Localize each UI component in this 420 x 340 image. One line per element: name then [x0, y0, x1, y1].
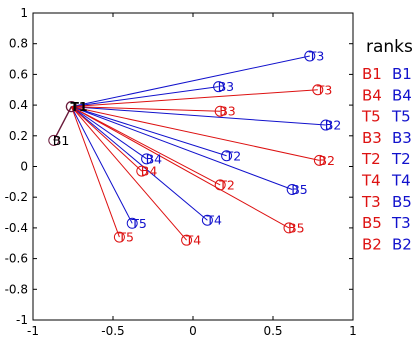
point-label: T5 — [117, 230, 134, 245]
data-point — [126, 217, 138, 229]
series-line — [71, 106, 221, 112]
data-point — [313, 154, 325, 166]
point-label: T4 — [205, 213, 222, 228]
point-label: B4 — [146, 151, 163, 166]
data-point — [136, 165, 148, 177]
x-tick-label: 0.5 — [263, 324, 282, 338]
series-line — [71, 106, 208, 221]
series-line — [71, 106, 221, 186]
rank-red: T2 — [361, 150, 381, 168]
series-line — [71, 106, 326, 126]
point-label: T2 — [218, 177, 235, 192]
series-line — [71, 86, 219, 108]
data-point — [214, 179, 226, 191]
point-label: B3 — [218, 79, 235, 94]
rank-blue: B3 — [392, 129, 412, 147]
x-tick-label: 0 — [189, 324, 197, 338]
x-tick-label: 1 — [349, 324, 357, 338]
point-label: B3 — [219, 104, 236, 119]
point-label: B5 — [291, 182, 308, 197]
lines-layer — [53, 55, 326, 241]
rank-blue: T4 — [391, 172, 411, 190]
data-point — [221, 150, 233, 162]
y-tick-label: 1 — [20, 6, 28, 20]
y-tick-label: 0.8 — [9, 37, 28, 51]
rank-blue: T2 — [391, 150, 411, 168]
series-line — [71, 106, 147, 160]
ranks-legend: ranks B1 B4 T5 B3 T2 T4 T3 B5 B2 B1 B4 T5 B3 T2 T4 B5 T3 B… — [361, 37, 413, 253]
x-tick-label: -0.5 — [101, 324, 124, 338]
data-point — [141, 153, 153, 165]
series-line — [71, 106, 290, 229]
rank-red: B4 — [362, 86, 382, 104]
data-point — [304, 50, 316, 62]
rank-red: B1 — [362, 65, 382, 83]
series-line — [71, 89, 318, 108]
series-line — [71, 106, 227, 157]
y-tick-label: -1 — [16, 313, 28, 327]
plot-frame — [32, 12, 354, 321]
rank-blue: B4 — [392, 86, 412, 104]
ranks-title: ranks — [366, 37, 413, 57]
series-line — [70, 106, 120, 238]
rank-blue: B1 — [392, 65, 412, 83]
y-tick-label: 0.4 — [9, 98, 28, 112]
origin-point — [65, 100, 78, 113]
point-label: T4 — [185, 233, 202, 248]
rank-red: B2 — [362, 235, 382, 253]
y-tick-label: 0.2 — [9, 129, 28, 143]
rank-blue: B2 — [392, 235, 412, 253]
series-line — [71, 55, 310, 108]
data-point — [286, 184, 298, 196]
point-label: B2 — [325, 118, 342, 133]
points-layer: T3 B3 B2 T2 B4 B5 T4 T5 T3 B3 B2 T2 B4 B5 T4 T5 B1 T1 — [48, 48, 342, 248]
rank-blue: B5 — [392, 193, 412, 211]
rank-red: T3 — [361, 193, 381, 211]
y-tick-label: -0.4 — [5, 221, 28, 235]
point-label: T2 — [225, 148, 242, 163]
point-label: T5 — [130, 216, 147, 231]
data-point — [213, 81, 225, 93]
y-tick-label: -0.8 — [5, 282, 28, 296]
data-point — [201, 214, 213, 226]
data-point — [312, 84, 324, 96]
point-label: B2 — [318, 153, 335, 168]
series-line — [71, 106, 293, 190]
series-line — [70, 106, 133, 224]
rank-blue: T3 — [391, 214, 411, 232]
data-point-b1 — [48, 134, 60, 146]
data-point — [181, 234, 193, 246]
rank-red: B5 — [362, 214, 382, 232]
y-tick-label: -0.2 — [5, 190, 28, 204]
rank-red: B3 — [362, 129, 382, 147]
rank-red: T4 — [361, 172, 381, 190]
data-point — [214, 105, 226, 117]
point-label: T3 — [308, 48, 325, 63]
series-line — [71, 106, 187, 241]
y-tick-label: 0.6 — [9, 67, 28, 81]
point-label: B5 — [288, 220, 305, 235]
x-tick-label: -1 — [27, 324, 39, 338]
point-label-b1: B1 — [53, 133, 70, 148]
rank-red: T5 — [361, 108, 381, 126]
data-point — [320, 119, 332, 131]
ticks-layer: -1 -0.5 0 0.5 1 -1 -0.8 -0.6 -0.4 -0.2 0 0.2 0.4 0.6 0… — [5, 6, 357, 338]
y-tick-label: -0.6 — [5, 252, 28, 266]
data-point — [283, 222, 295, 234]
rank-blue: T5 — [391, 108, 411, 126]
b1-line — [53, 106, 73, 141]
origin-label: T1 — [70, 99, 87, 114]
y-tick-label: 0 — [20, 160, 28, 174]
data-point — [113, 231, 125, 243]
point-label: T3 — [316, 82, 333, 97]
series-line — [71, 106, 143, 172]
point-label: B4 — [141, 164, 158, 179]
series-line — [71, 106, 320, 161]
